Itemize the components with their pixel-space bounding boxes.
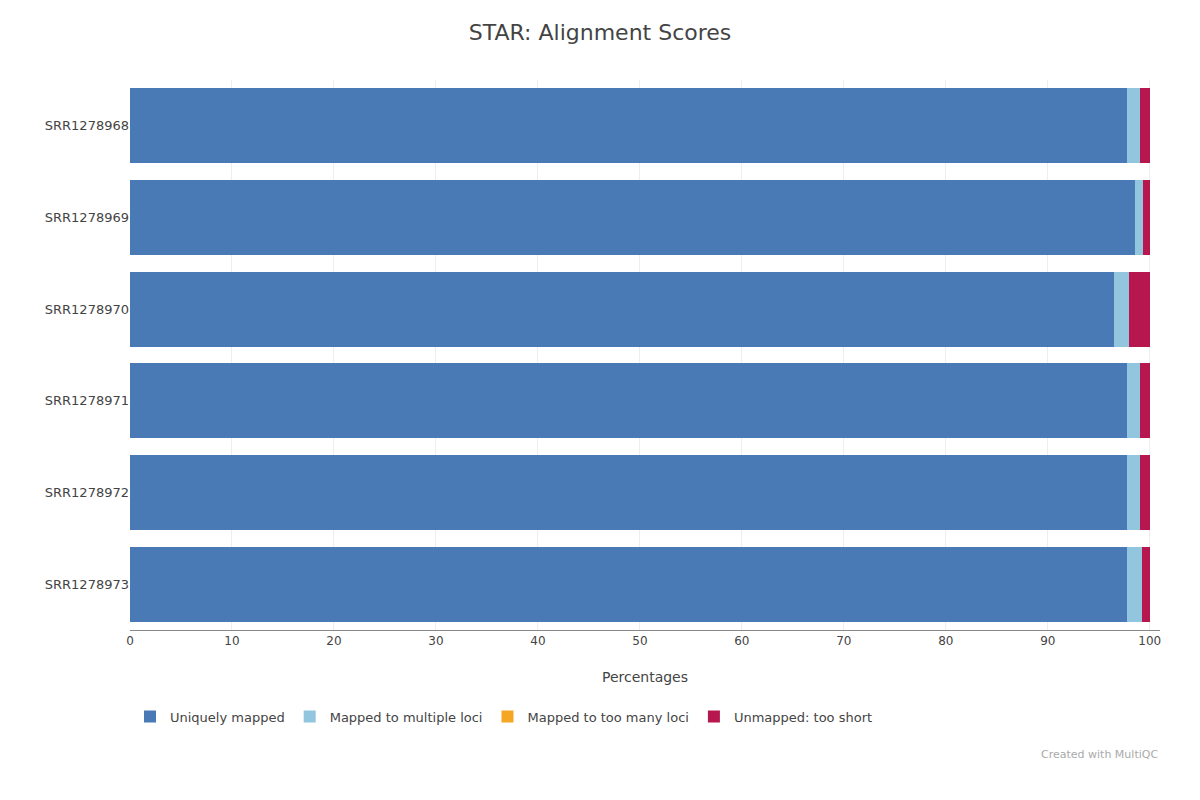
svg-text:Mapped to multiple loci: Mapped to multiple loci <box>330 710 483 725</box>
svg-text:SRR1278970: SRR1278970 <box>45 302 129 317</box>
svg-text:Mapped to too many loci: Mapped to too many loci <box>527 710 688 725</box>
svg-text:Uniquely mapped: Uniquely mapped <box>170 710 285 725</box>
svg-text:0: 0 <box>126 634 134 648</box>
svg-text:50: 50 <box>632 634 647 648</box>
svg-text:90: 90 <box>1040 634 1055 648</box>
svg-text:SRR1278973: SRR1278973 <box>45 577 129 592</box>
svg-text:40: 40 <box>530 634 545 648</box>
svg-text:Percentages: Percentages <box>602 669 688 685</box>
svg-text:SRR1278968: SRR1278968 <box>45 118 129 133</box>
svg-text:SRR1278969: SRR1278969 <box>45 210 129 225</box>
svg-text:70: 70 <box>836 634 851 648</box>
svg-text:30: 30 <box>428 634 443 648</box>
svg-text:100: 100 <box>1138 634 1161 648</box>
svg-text:Unmapped: too short: Unmapped: too short <box>734 710 872 725</box>
svg-text:10: 10 <box>224 634 239 648</box>
svg-text:80: 80 <box>938 634 953 648</box>
svg-text:20: 20 <box>326 634 341 648</box>
svg-text:60: 60 <box>734 634 749 648</box>
svg-text:STAR: Alignment Scores: STAR: Alignment Scores <box>469 20 732 45</box>
svg-text:Created with MultiQC: Created with MultiQC <box>1041 748 1158 761</box>
svg-text:SRR1278972: SRR1278972 <box>45 485 129 500</box>
svg-text:SRR1278971: SRR1278971 <box>45 393 129 408</box>
